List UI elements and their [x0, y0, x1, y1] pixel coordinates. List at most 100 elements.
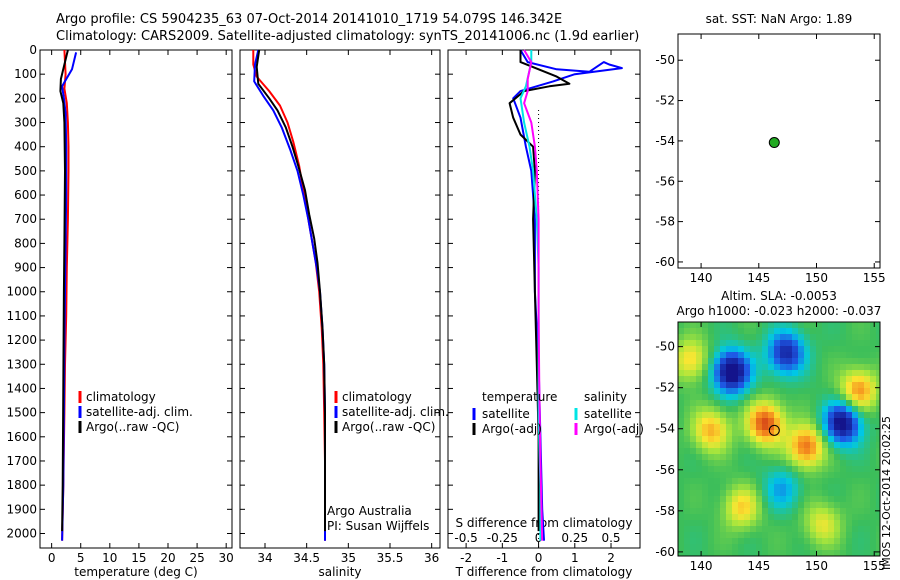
heatmap-cell	[684, 478, 690, 484]
heatmap-cell	[864, 514, 870, 520]
heatmap-cell	[744, 418, 750, 424]
heatmap-cell	[816, 442, 822, 448]
x2-tick-label: -0.25	[487, 531, 518, 545]
heatmap-cell	[870, 364, 876, 370]
heatmap-cell	[690, 322, 696, 328]
heatmap-cell	[858, 418, 864, 424]
heatmap-cell	[756, 388, 762, 394]
heatmap-cell	[852, 496, 858, 502]
x-tick-label: -2	[460, 551, 472, 565]
heatmap-cell	[798, 322, 804, 328]
heatmap-cell	[732, 352, 738, 358]
heatmap-cell	[780, 370, 786, 376]
heatmap-cell	[846, 400, 852, 406]
heatmap-cell	[762, 376, 768, 382]
y-tick-label: 1800	[6, 478, 37, 492]
heatmap-cell	[870, 382, 876, 388]
heatmap-cell	[702, 544, 708, 550]
difference-panel: -2 -1 0 1 2T difference from climatology S di…	[447, 49, 644, 579]
heatmap-cell	[744, 358, 750, 364]
heatmap-cell	[690, 550, 696, 556]
x2-tick-label: 0.5	[601, 531, 620, 545]
y-tick-label: 1200	[6, 333, 37, 347]
heatmap-cell	[774, 544, 780, 550]
heatmap-cell	[720, 346, 726, 352]
heatmap-cell	[690, 526, 696, 532]
heatmap-cell	[780, 490, 786, 496]
heatmap-cell	[822, 352, 828, 358]
heatmap-cell	[822, 328, 828, 334]
heatmap-cell	[762, 484, 768, 490]
heatmap-cell	[762, 358, 768, 364]
y-tick-label: -52	[655, 94, 675, 108]
heatmap-cell	[690, 388, 696, 394]
heatmap-cell	[702, 388, 708, 394]
heatmap-cell	[732, 526, 738, 532]
heatmap-cell	[708, 370, 714, 376]
heatmap-cell	[708, 508, 714, 514]
heatmap-cell	[798, 370, 804, 376]
heatmap-cell	[726, 430, 732, 436]
heatmap-cell	[732, 484, 738, 490]
heatmap-cell	[762, 478, 768, 484]
heatmap-cell	[876, 328, 880, 334]
heatmap-cell	[846, 328, 852, 334]
heatmap-cell	[696, 436, 702, 442]
heatmap-cell	[816, 358, 822, 364]
heatmap-cell	[786, 400, 792, 406]
heatmap-cell	[708, 358, 714, 364]
heatmap-cell	[756, 358, 762, 364]
heatmap-cell	[786, 406, 792, 412]
heatmap-cell	[810, 526, 816, 532]
x-tick-label: 150	[805, 271, 828, 285]
heatmap-cell	[870, 538, 876, 544]
heatmap-cell	[792, 418, 798, 424]
heatmap-cell	[834, 346, 840, 352]
heatmap-cell	[684, 550, 690, 556]
heatmap-cell	[744, 490, 750, 496]
heatmap-cell	[852, 406, 858, 412]
x-tick-label: 140	[690, 271, 713, 285]
heatmap-cell	[870, 508, 876, 514]
heatmap-cell	[714, 502, 720, 508]
heatmap-cell	[726, 532, 732, 538]
heatmap-cell	[810, 502, 816, 508]
heatmap-cell	[846, 424, 852, 430]
heatmap-cell	[780, 364, 786, 370]
heatmap-cell	[690, 508, 696, 514]
heatmap-cell	[804, 382, 810, 388]
heatmap-cell	[738, 370, 744, 376]
heatmap-cell	[744, 502, 750, 508]
heatmap-cell	[744, 424, 750, 430]
heatmap-cell	[852, 526, 858, 532]
heatmap-cell	[696, 508, 702, 514]
heatmap-cell	[828, 490, 834, 496]
heatmap-cell	[762, 394, 768, 400]
heatmap-cell	[696, 514, 702, 520]
heatmap-cell	[810, 352, 816, 358]
heatmap-cell	[702, 526, 708, 532]
heatmap-cell	[822, 334, 828, 340]
heatmap-cell	[738, 514, 744, 520]
y-tick-label: 1100	[6, 309, 37, 323]
heatmap-cell	[720, 532, 726, 538]
heatmap-cell	[696, 364, 702, 370]
y-tick-label: -58	[655, 504, 675, 518]
heatmap-cell	[768, 448, 774, 454]
climatology-title: Climatology: CARS2009. Satellite-adjuste…	[56, 29, 640, 44]
heatmap-cell	[774, 526, 780, 532]
heatmap-cell	[708, 418, 714, 424]
heatmap-cell	[720, 544, 726, 550]
heatmap-cell	[840, 442, 846, 448]
heatmap-cell	[846, 502, 852, 508]
heatmap-cell	[678, 454, 684, 460]
heatmap-cell	[858, 382, 864, 388]
heatmap-cell	[720, 334, 726, 340]
heatmap-cell	[864, 436, 870, 442]
heatmap-cell	[876, 532, 880, 538]
heatmap-cell	[690, 424, 696, 430]
heatmap-cell	[690, 442, 696, 448]
heatmap-cell	[780, 352, 786, 358]
heatmap-cell	[804, 526, 810, 532]
heatmap-cell	[810, 424, 816, 430]
